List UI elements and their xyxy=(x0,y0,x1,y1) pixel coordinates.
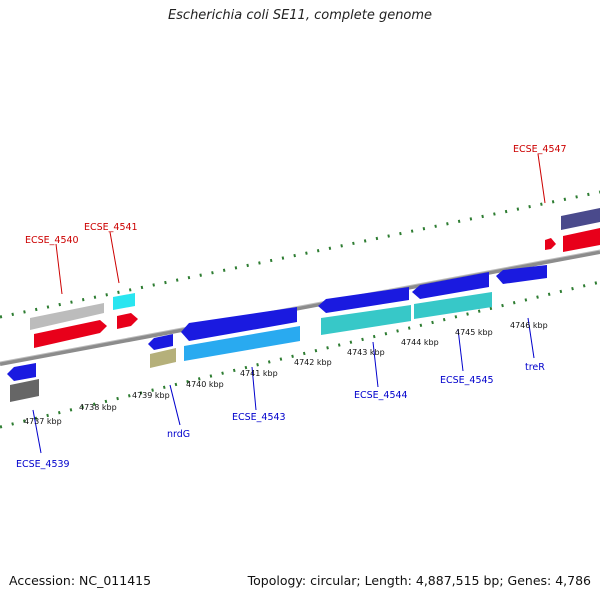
kbp-label: 4744 kbp xyxy=(401,338,439,347)
gene-label: nrdG xyxy=(167,429,190,440)
cds-ecse-4547-b[interactable] xyxy=(563,228,600,252)
gene-ecse-4547[interactable] xyxy=(561,208,600,230)
gene-nrdg[interactable] xyxy=(150,348,176,368)
genome-summary: Topology: circular; Length: 4,887,515 bp… xyxy=(247,573,591,588)
gene-label: treR xyxy=(525,362,545,373)
gene-ecse-4545[interactable] xyxy=(414,292,492,319)
cds-ecse-4539[interactable] xyxy=(7,363,36,381)
cds-ecse-4540[interactable] xyxy=(34,320,107,348)
ticks-upper xyxy=(0,190,600,319)
leader-ecse-4541 xyxy=(109,231,120,284)
kbp-label: 4741 kbp xyxy=(240,369,278,378)
gene-label: ECSE_4547 xyxy=(513,144,567,155)
tick-line-upper xyxy=(0,190,600,319)
accession-text: Accession: NC_011415 xyxy=(9,573,152,588)
gene-label: ECSE_4540 xyxy=(25,235,79,246)
cds-ecse-4544[interactable] xyxy=(318,287,409,313)
gene-label: ECSE_4544 xyxy=(354,390,408,401)
gene-ecse-4544[interactable] xyxy=(321,305,411,335)
kbp-label: 4737 kbp xyxy=(24,417,62,426)
leader-ecse-4543 xyxy=(251,366,257,411)
cds-ecse-4541[interactable] xyxy=(117,313,138,329)
cds-ecse-4547[interactable] xyxy=(545,238,556,250)
gene-label: ECSE_4543 xyxy=(232,412,286,423)
genome-backbone xyxy=(0,250,600,366)
cds-ecse-4543[interactable] xyxy=(181,307,297,341)
map-title: Escherichia coli SE11, complete genome xyxy=(167,8,433,23)
leader-trer xyxy=(527,317,535,359)
leader-ecse-4547 xyxy=(537,153,546,204)
gene-ecse-4540[interactable] xyxy=(30,303,104,330)
kbp-label: 4743 kbp xyxy=(347,348,385,357)
cds-nrdg[interactable] xyxy=(148,334,173,350)
genome-backbone-highlight xyxy=(0,249,600,363)
kbp-label: 4745 kbp xyxy=(455,328,493,337)
leader-nrdg xyxy=(169,384,181,426)
kbp-label: 4742 kbp xyxy=(294,358,332,367)
kbp-label: 4739 kbp xyxy=(132,391,170,400)
kbp-label: 4746 kbp xyxy=(510,321,548,330)
gene-ecse-4543[interactable] xyxy=(184,326,300,361)
leader-ecse-4545 xyxy=(457,328,464,372)
cds-trer[interactable] xyxy=(496,265,547,284)
cds-ecse-4545[interactable] xyxy=(412,272,489,299)
gene-label: ECSE_4545 xyxy=(440,375,494,386)
gene-ecse-4539[interactable] xyxy=(10,379,39,402)
gene-label: ECSE_4541 xyxy=(84,222,138,233)
gene-ecse-4541[interactable] xyxy=(113,293,135,310)
kbp-label: 4738 kbp xyxy=(79,403,117,412)
leader-ecse-4544 xyxy=(372,341,379,388)
leader-ecse-4539 xyxy=(32,409,42,454)
leader-ecse-4540 xyxy=(55,243,63,295)
kbp-label: 4740 kbp xyxy=(186,380,224,389)
gene-label: ECSE_4539 xyxy=(16,459,70,470)
